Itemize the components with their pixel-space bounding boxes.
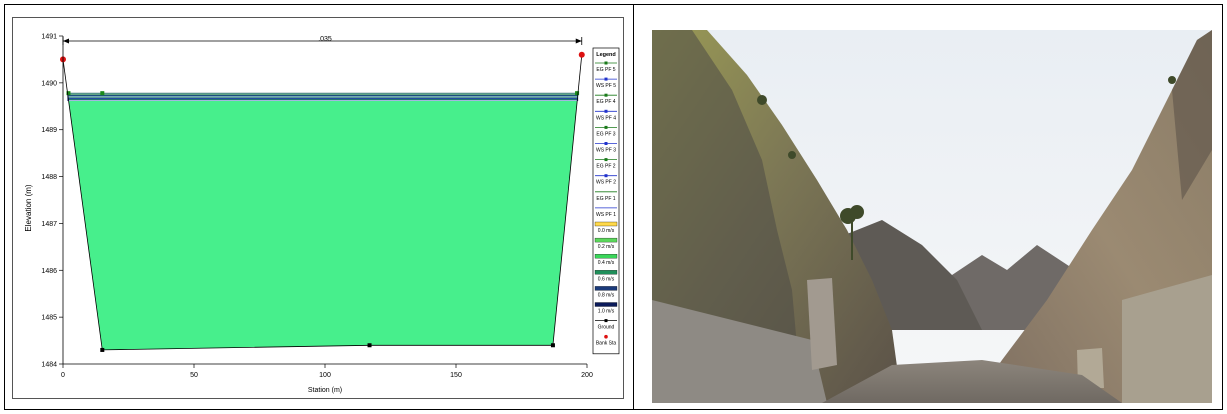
cross-section-chart: 1484 1485 1486 1487 1488 1489 1490 1491 0 50 100 15… xyxy=(24,34,620,394)
y-tick-label: 1489 xyxy=(41,127,57,134)
legend-label: EG PF 5 xyxy=(596,67,615,73)
eg-marker xyxy=(66,91,71,96)
x-tick-label: 150 xyxy=(450,372,462,379)
legend-label: WS PF 5 xyxy=(596,83,616,89)
legend-marker xyxy=(604,77,608,81)
y-tick-label: 1487 xyxy=(41,221,57,228)
legend: Legend EG PF 5 WS PF 5 EG PF 4 WS PF 4 EG PF … xyxy=(592,47,620,355)
legend-label: Bank Sta xyxy=(596,341,617,347)
panel-divider xyxy=(633,4,634,410)
legend-marker xyxy=(604,174,608,178)
y-tick-label: 1484 xyxy=(41,362,57,369)
legend-marker xyxy=(604,109,608,113)
legend-label: WS PF 2 xyxy=(596,180,616,186)
arrowhead-left xyxy=(63,38,69,44)
x-tick-label: 0 xyxy=(61,372,65,379)
legend-label: 0.2 m/s xyxy=(598,244,615,250)
canyon-photo xyxy=(652,30,1212,403)
canyon-photo-image xyxy=(652,30,1212,403)
arrowhead-right xyxy=(575,38,582,44)
legend-marker xyxy=(604,125,608,129)
y-tick-label: 1485 xyxy=(41,315,57,322)
y-tick-label: 1491 xyxy=(41,34,57,41)
bank-station-marker xyxy=(578,51,585,58)
x-tick-label: 50 xyxy=(190,372,198,379)
x-tick-label: 200 xyxy=(581,372,593,379)
legend-label: 0.4 m/s xyxy=(598,260,615,266)
legend-label: Ground xyxy=(598,325,615,331)
legend-label: EG PF 2 xyxy=(596,164,615,170)
legend-marker xyxy=(604,319,608,323)
legend-swatch xyxy=(594,237,618,243)
y-tick-label: 1486 xyxy=(41,268,57,275)
legend-label: EG PF 4 xyxy=(596,99,615,105)
ground-point xyxy=(100,347,105,352)
manning-n-label: .035 xyxy=(318,36,332,43)
eg-marker xyxy=(100,91,105,96)
legend-swatch xyxy=(594,286,618,291)
eg-marker xyxy=(575,91,580,96)
legend-marker xyxy=(604,334,608,339)
flow-area xyxy=(67,94,578,350)
legend-swatch xyxy=(594,254,618,259)
legend-label: 1.0 m/s xyxy=(598,309,615,315)
legend-label: WS PF 3 xyxy=(596,148,616,154)
figure-frame xyxy=(4,4,1223,410)
legend-marker xyxy=(604,158,608,162)
legend-label: 0.8 m/s xyxy=(598,292,615,298)
legend-title: Legend xyxy=(596,52,616,58)
legend-label: WS PF 1 xyxy=(596,212,616,218)
legend-label: 0.6 m/s xyxy=(598,276,615,282)
x-axis-label: Station (m) xyxy=(308,387,342,394)
legend-swatch xyxy=(594,221,618,227)
legend-swatch xyxy=(594,270,618,275)
legend-label: 0.0 m/s xyxy=(598,228,615,234)
y-tick-label: 1488 xyxy=(41,174,57,181)
legend-label: WS PF 4 xyxy=(596,115,616,121)
legend-label: EG PF 1 xyxy=(596,196,615,202)
x-tick-label: 100 xyxy=(319,372,331,379)
legend-label: EG PF 3 xyxy=(596,131,615,137)
ground-point xyxy=(550,343,555,348)
legend-marker xyxy=(604,93,608,97)
y-axis-label: Elevation (m) xyxy=(24,184,33,231)
legend-marker xyxy=(604,61,608,65)
y-tick-label: 1490 xyxy=(41,80,57,87)
legend-swatch xyxy=(594,302,618,307)
legend-marker xyxy=(604,142,608,145)
cross-section-chart-panel: 1484 1485 1486 1487 1488 1489 1490 1491 0 50 100 15… xyxy=(12,17,624,399)
ground-point xyxy=(367,343,372,348)
